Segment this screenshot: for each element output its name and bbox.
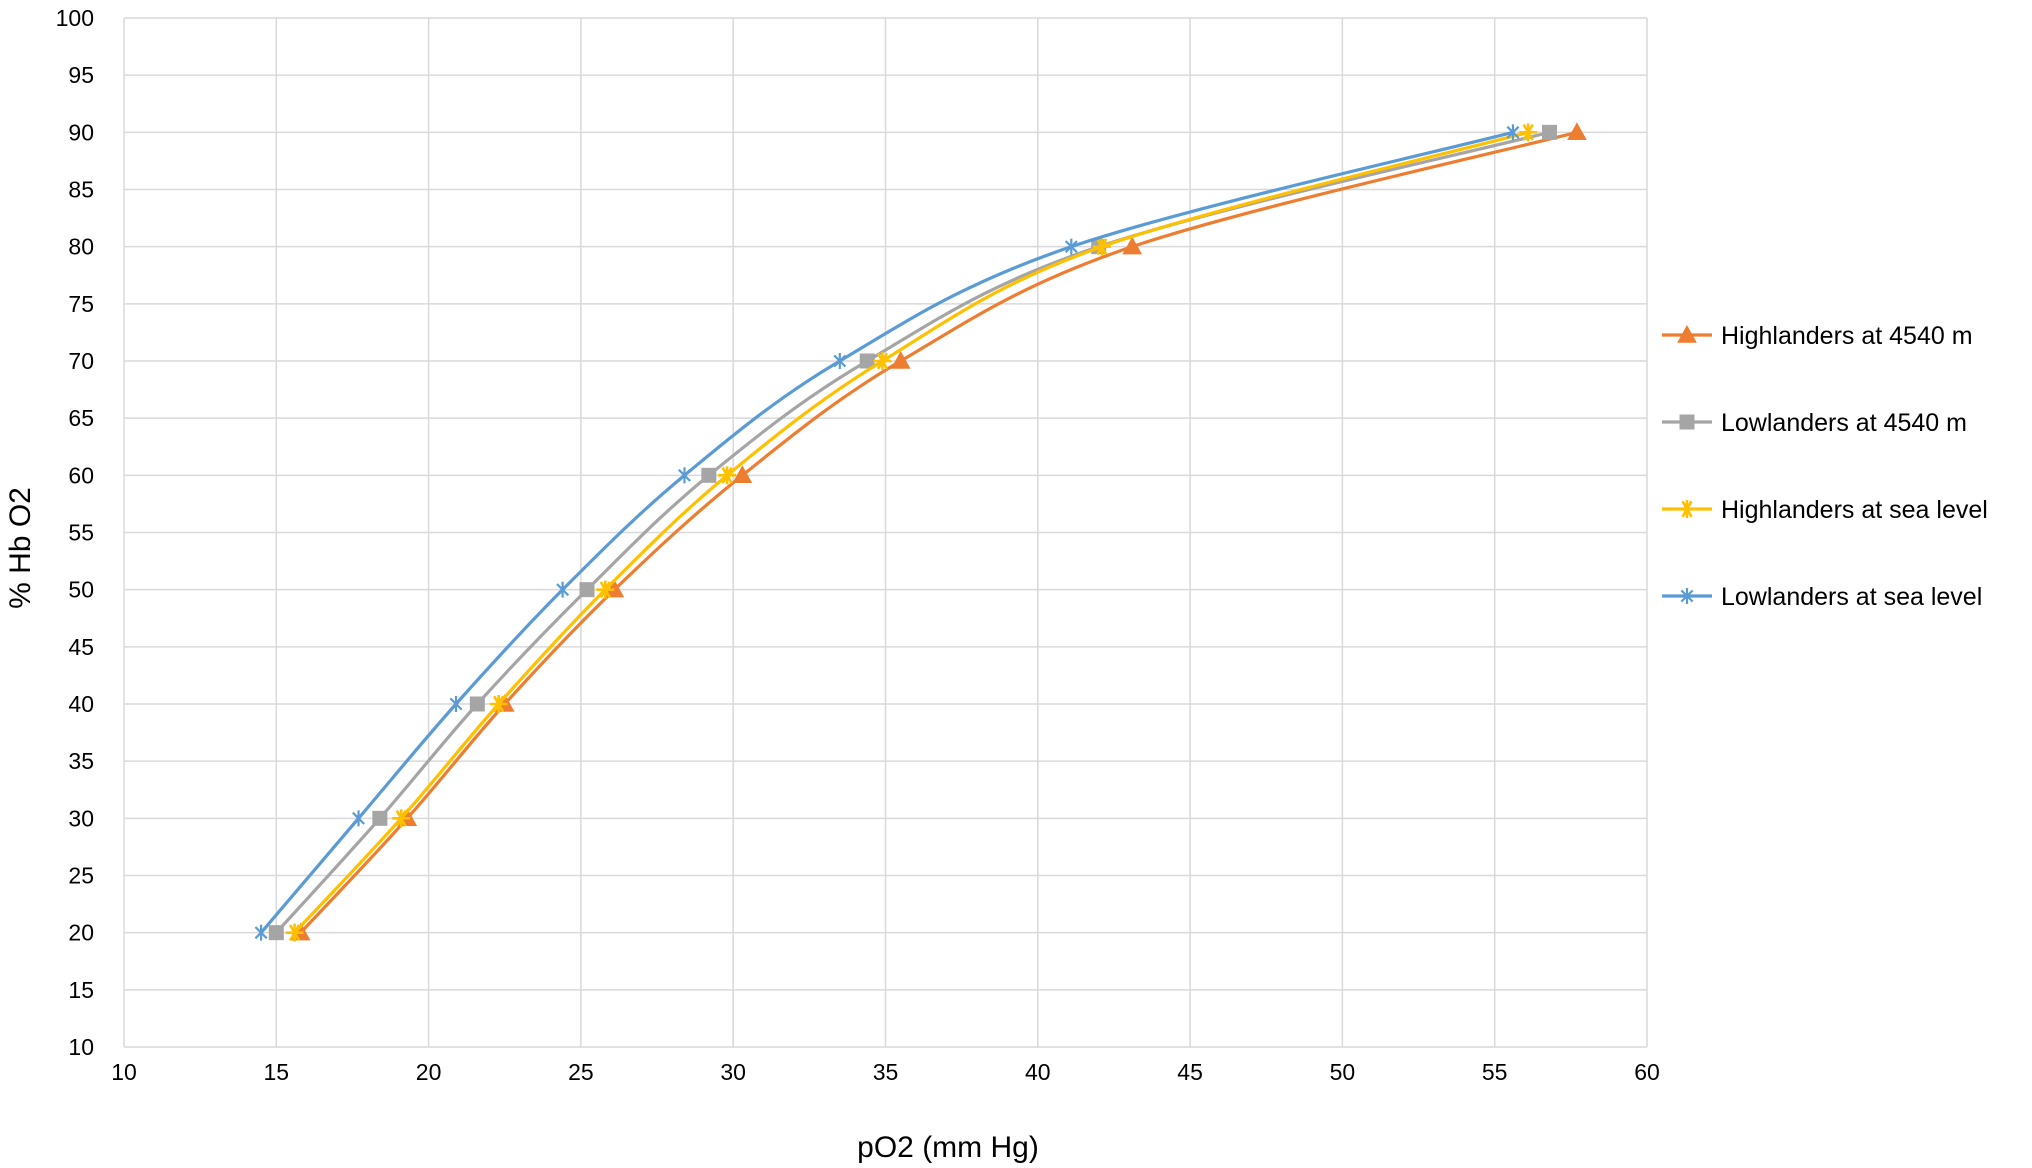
- y-tick-label: 40: [68, 691, 94, 717]
- data-point: [489, 695, 508, 713]
- data-point: [556, 581, 570, 598]
- legend: Highlanders at 4540 m Lowlanders at 4540 …: [1662, 322, 1988, 611]
- x-tick-label: 40: [1025, 1059, 1051, 1085]
- y-tick-label: 95: [68, 62, 94, 88]
- data-point: [718, 466, 737, 485]
- legend-label: Lowlanders at 4540 m: [1721, 409, 1967, 437]
- legend-marker: [1679, 414, 1695, 430]
- grid: [123, 17, 1648, 1048]
- y-tick-label: 60: [68, 462, 94, 488]
- data-point: [859, 353, 875, 369]
- y-axis-ticks: 10 15 20 25 30 35 40 45 50 55 60 65 70 75 80 85 90 95 100: [56, 5, 94, 1060]
- y-tick-label: 65: [68, 405, 94, 431]
- x-tick-label: 45: [1177, 1059, 1203, 1085]
- x-tick-label: 50: [1330, 1059, 1356, 1085]
- y-tick-label: 35: [68, 748, 94, 774]
- data-point: [469, 696, 485, 712]
- data-point: [890, 350, 911, 369]
- data-point: [1092, 237, 1111, 256]
- x-tick-label: 55: [1482, 1059, 1508, 1085]
- data-point: [372, 810, 388, 826]
- data-point: [833, 353, 847, 369]
- y-tick-label: 10: [68, 1034, 94, 1060]
- y-tick-label: 85: [68, 177, 94, 203]
- y-tick-label: 30: [68, 805, 94, 831]
- y-tick-label: 80: [68, 234, 94, 260]
- data-point: [392, 809, 411, 828]
- data-point: [352, 810, 365, 827]
- data-point: [1519, 123, 1538, 142]
- data-point: [1542, 124, 1558, 140]
- y-tick-label: 25: [68, 863, 94, 889]
- data-point: [1064, 238, 1078, 255]
- series-0: [290, 122, 1587, 941]
- y-tick-label: 90: [68, 119, 94, 145]
- y-tick-label: 50: [68, 577, 94, 603]
- y-axis-title: % Hb O2: [4, 487, 37, 609]
- data-point: [1567, 122, 1587, 141]
- legend-label: Highlanders at sea level: [1721, 496, 1988, 524]
- data-point: [701, 467, 717, 483]
- legend-label: Highlanders at 4540 m: [1721, 322, 1973, 350]
- x-tick-label: 15: [264, 1059, 290, 1085]
- data-point: [268, 925, 284, 941]
- x-tick-label: 20: [416, 1059, 442, 1085]
- data-point: [1122, 236, 1143, 255]
- data-point: [732, 465, 753, 484]
- legend-entry-1: Lowlanders at 4540 m: [1662, 409, 1967, 437]
- data-point: [254, 924, 268, 941]
- series-2: [285, 123, 1538, 942]
- legend-marker: [1677, 324, 1697, 343]
- x-axis-ticks: 10 15 20 25 30 35 40 45 50 55 60: [111, 1059, 1660, 1085]
- legend-marker: [1680, 588, 1694, 604]
- y-tick-label: 75: [68, 291, 94, 317]
- legend-marker: [1678, 500, 1696, 518]
- y-tick-label: 45: [68, 634, 94, 660]
- y-tick-label: 20: [68, 920, 94, 946]
- legend-label: Lowlanders at sea level: [1721, 583, 1982, 611]
- legend-entry-3: Lowlanders at sea level: [1662, 583, 1982, 611]
- data-point: [449, 696, 463, 712]
- x-axis-title: pO2 (mm Hg): [857, 1131, 1039, 1164]
- x-tick-label: 60: [1634, 1059, 1660, 1085]
- x-tick-label: 35: [873, 1059, 899, 1085]
- data-point: [678, 467, 691, 484]
- y-tick-label: 55: [68, 520, 94, 546]
- y-tick-label: 100: [56, 5, 94, 31]
- data-point: [596, 580, 615, 599]
- legend-entry-0: Highlanders at 4540 m: [1662, 322, 1973, 350]
- series-group: [254, 122, 1587, 942]
- data-point: [873, 352, 892, 370]
- y-tick-label: 15: [68, 977, 94, 1003]
- legend-entry-2: Highlanders at sea level: [1662, 496, 1988, 524]
- x-tick-label: 25: [568, 1059, 594, 1085]
- y-tick-label: 70: [68, 348, 94, 374]
- data-point: [285, 923, 304, 942]
- data-point: [1506, 124, 1520, 141]
- x-tick-label: 30: [720, 1059, 746, 1085]
- series-3: [254, 124, 1520, 941]
- data-point: [579, 582, 595, 598]
- x-tick-label: 10: [111, 1059, 137, 1085]
